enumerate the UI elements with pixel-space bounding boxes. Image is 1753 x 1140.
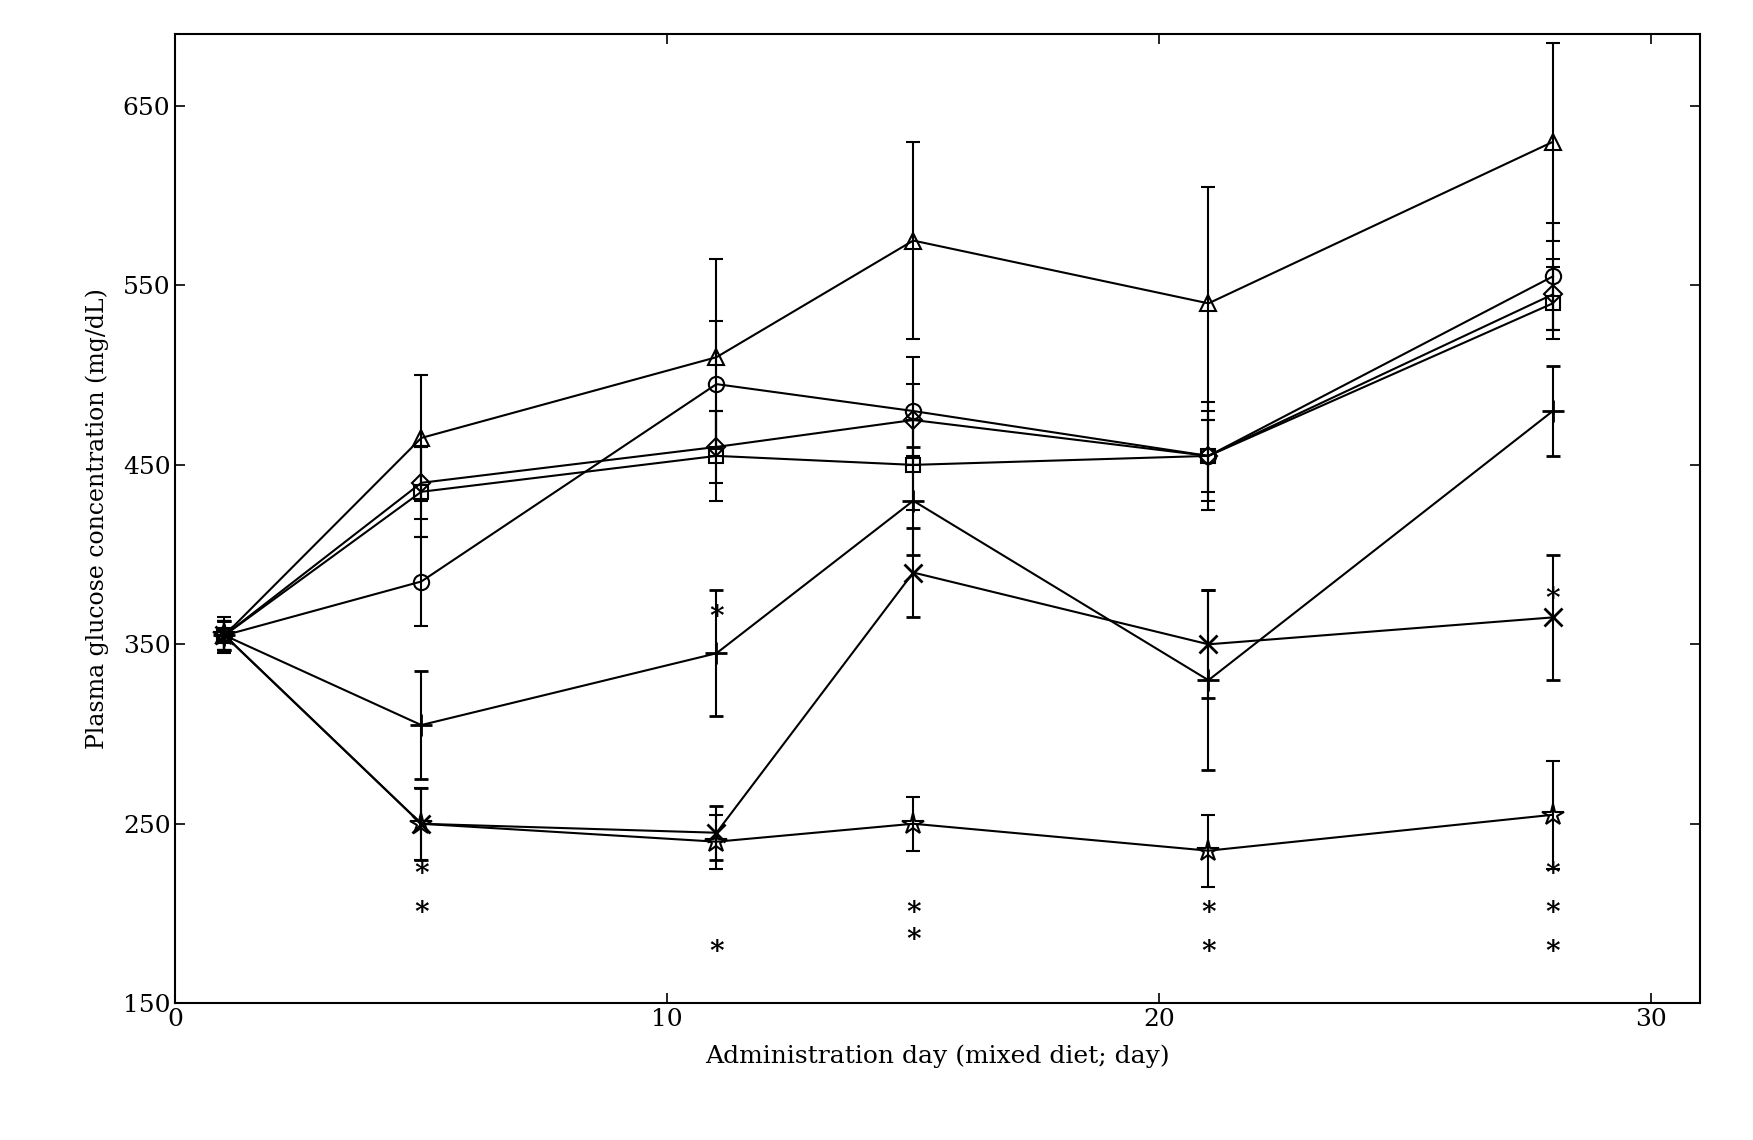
Text: *: * [414, 861, 428, 888]
Text: *: * [1546, 939, 1560, 967]
Text: *: * [710, 604, 724, 630]
Text: *: * [1546, 861, 1560, 888]
Y-axis label: Plasma glucose concentration (mg/dL): Plasma glucose concentration (mg/dL) [86, 288, 109, 749]
Text: *: * [710, 939, 724, 967]
Text: *: * [1546, 586, 1560, 613]
Text: *: * [1201, 899, 1217, 927]
Text: *: * [414, 899, 428, 927]
Text: *: * [1546, 899, 1560, 927]
X-axis label: Administration day (mixed diet; day): Administration day (mixed diet; day) [705, 1045, 1171, 1068]
Text: *: * [906, 927, 920, 954]
Text: *: * [1201, 939, 1217, 967]
Text: *: * [906, 899, 920, 927]
